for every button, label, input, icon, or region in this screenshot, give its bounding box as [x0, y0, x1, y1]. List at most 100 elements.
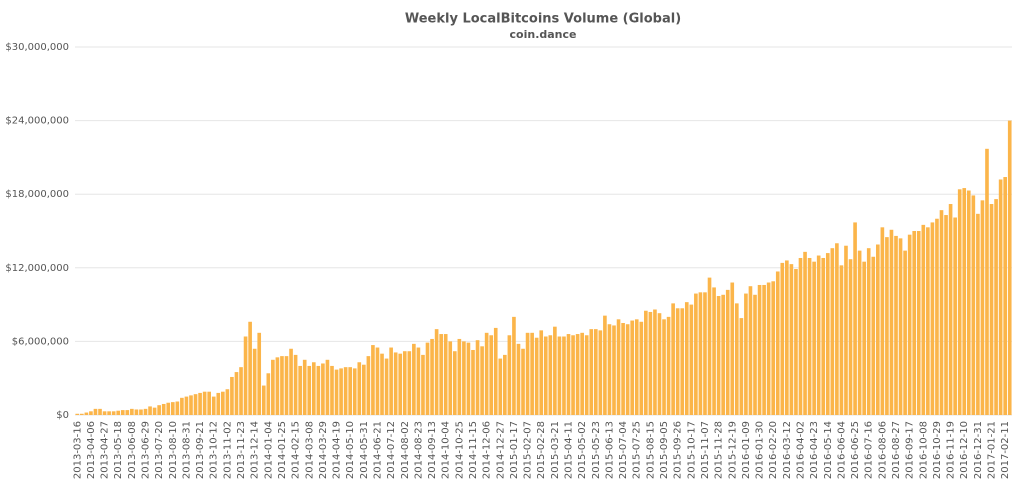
bar [771, 281, 776, 415]
bar [680, 308, 685, 415]
x-tick-label: 2015-02-07 [523, 421, 534, 479]
bar [730, 282, 735, 415]
bar [75, 413, 80, 415]
bar [839, 265, 844, 415]
bar [821, 257, 826, 415]
bar [980, 200, 985, 415]
bar [548, 335, 553, 415]
y-tick-label: $12,000,000 [5, 263, 69, 274]
bar [462, 341, 466, 415]
x-tick-label: 2015-02-28 [536, 421, 547, 479]
bar [944, 215, 948, 415]
x-tick-label: 2014-07-12 [386, 421, 397, 479]
bar [512, 316, 516, 415]
x-tick-label: 2015-07-25 [632, 421, 643, 479]
x-tick-label: 2016-08-27 [891, 421, 902, 479]
x-tick-label: 2016-10-29 [932, 421, 943, 479]
x-tick-label: 2017-01-21 [987, 421, 998, 479]
bar [393, 352, 398, 415]
bar [252, 348, 257, 415]
x-tick-label: 2014-02-15 [291, 421, 302, 479]
bar [684, 302, 689, 415]
bar [216, 392, 221, 415]
bar [798, 257, 803, 415]
bar [653, 309, 657, 415]
x-tick-label: 2015-04-11 [564, 421, 575, 479]
bar [848, 259, 853, 415]
bar [152, 407, 157, 415]
bar [880, 227, 885, 415]
bar [1007, 120, 1012, 415]
bar [80, 413, 84, 415]
bar [766, 282, 771, 415]
x-tick-label: 2016-03-12 [782, 421, 793, 479]
bar [694, 293, 698, 415]
bar [812, 261, 816, 415]
bar [634, 319, 639, 415]
bar [93, 408, 98, 415]
bar [475, 340, 480, 415]
bar [857, 250, 862, 415]
x-tick-label: 2015-05-23 [591, 421, 602, 479]
bar [543, 336, 548, 415]
bar [221, 391, 225, 415]
bar [639, 321, 644, 415]
bar [575, 334, 580, 415]
bar [84, 412, 89, 415]
bar [671, 303, 675, 415]
bar [562, 336, 566, 415]
bar [325, 359, 330, 415]
x-tick-label: 2016-06-25 [850, 421, 861, 479]
bar [580, 332, 584, 415]
bar [930, 222, 935, 415]
bar [648, 311, 653, 415]
bar [976, 213, 980, 415]
x-tick-label: 2014-05-10 [345, 421, 356, 479]
x-tick-label: 2014-12-06 [482, 421, 493, 479]
x-tick-label: 2013-03-16 [72, 421, 83, 479]
bar [716, 296, 721, 415]
bar [794, 269, 798, 415]
bar [1003, 177, 1007, 415]
bar [284, 356, 289, 415]
x-tick-label: 2016-07-16 [864, 421, 875, 479]
bar [889, 229, 894, 415]
x-tick-label: 2013-09-21 [195, 421, 206, 479]
bar [175, 401, 180, 415]
bar [457, 338, 462, 415]
bar [926, 227, 930, 415]
bar [998, 179, 1003, 415]
bar [498, 358, 503, 415]
bar [89, 411, 93, 415]
bar [957, 189, 962, 415]
x-tick-label: 2014-01-25 [277, 421, 288, 479]
bar [425, 342, 430, 415]
bar [307, 365, 312, 415]
bar [230, 376, 234, 415]
bar [130, 408, 134, 415]
bar [939, 210, 944, 415]
bar [603, 315, 607, 415]
bar [198, 392, 202, 415]
bar [275, 357, 280, 415]
x-tick-label: 2015-10-17 [686, 421, 697, 479]
x-tick-label: 2015-01-17 [509, 421, 520, 479]
bar [707, 277, 712, 415]
y-tick-label: $18,000,000 [5, 189, 69, 200]
bar [725, 289, 730, 415]
bar [598, 330, 603, 415]
bar [180, 397, 184, 415]
bar [471, 349, 475, 415]
bar [753, 294, 757, 415]
x-tick-label: 2015-09-05 [659, 421, 670, 479]
x-tick-label: 2014-05-31 [359, 421, 370, 479]
bar [757, 284, 762, 415]
x-tick-label: 2014-08-23 [413, 421, 424, 479]
y-tick-label: $30,000,000 [5, 42, 69, 53]
bar [912, 231, 917, 415]
bar [921, 224, 926, 415]
bar [111, 411, 116, 415]
bar [98, 408, 102, 415]
bar [116, 410, 121, 415]
bar [689, 304, 694, 415]
